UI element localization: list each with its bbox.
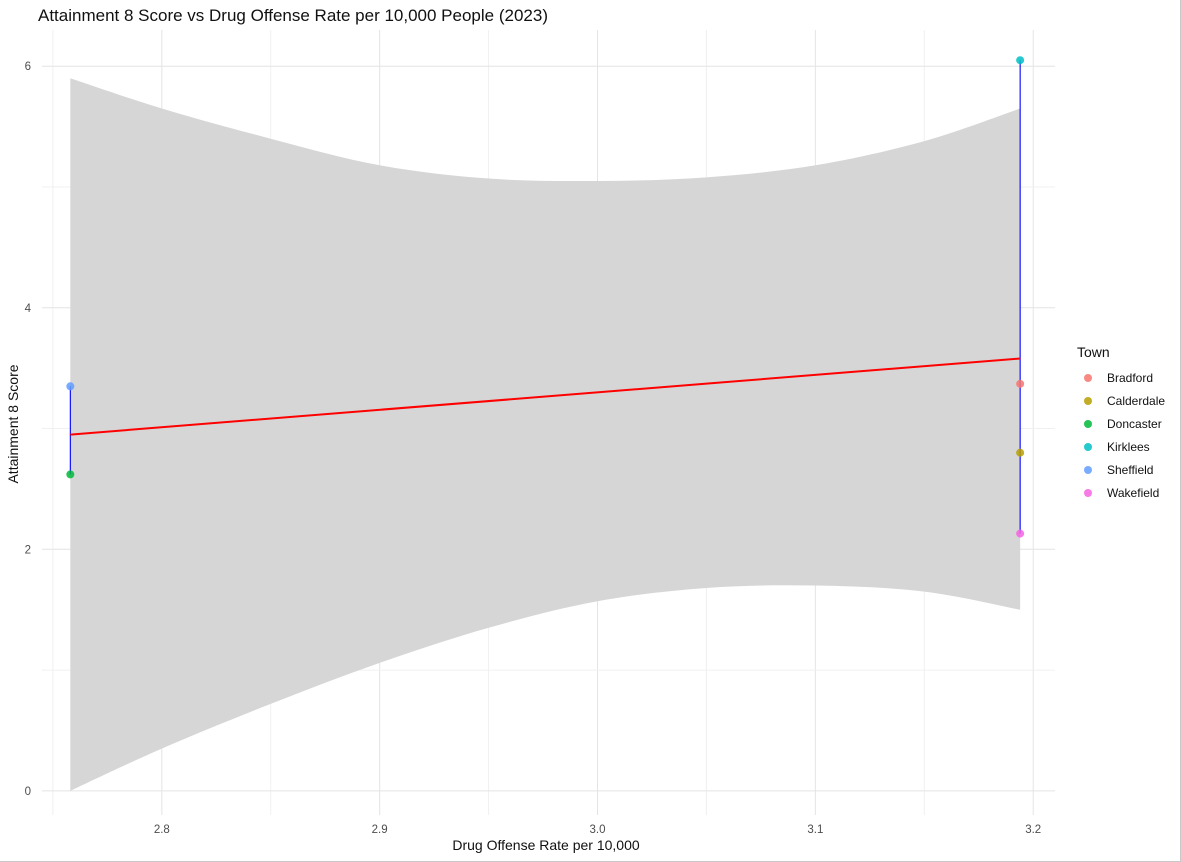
x-tick-label: 3.2 <box>1025 824 1041 836</box>
x-tick-label: 2.9 <box>372 824 388 836</box>
confidence-band <box>70 78 1021 791</box>
x-axis-ticks: 2.8 2.9 3.0 3.1 3.2 <box>154 824 1041 836</box>
legend-key-calderdale <box>1084 397 1092 405</box>
data-points <box>66 56 1025 538</box>
legend-key-sheffield <box>1084 466 1092 474</box>
legend-key-doncaster <box>1084 420 1092 428</box>
data-point-wakefield <box>1016 529 1025 538</box>
legend-items: Bradford Calderdale Doncaster Kirklees Sheff… <box>1084 371 1165 500</box>
legend-label-bradford: Bradford <box>1107 371 1153 385</box>
y-axis-ticks: 0 2 4 6 <box>25 61 32 798</box>
x-tick-label: 3.1 <box>807 824 823 836</box>
x-tick-label: 3.0 <box>590 824 606 836</box>
y-tick-label: 0 <box>25 786 31 798</box>
confidence-band-area <box>70 78 1021 791</box>
legend-key-kirklees <box>1084 443 1092 451</box>
y-tick-label: 4 <box>25 303 32 315</box>
legend-label-sheffield: Sheffield <box>1107 463 1153 477</box>
y-axis-label: Attainment 8 Score <box>5 364 21 483</box>
legend-key-bradford <box>1084 374 1092 382</box>
legend-label-calderdale: Calderdale <box>1107 394 1165 408</box>
legend-title: Town <box>1077 344 1110 360</box>
legend: Town Bradford Calderdale Doncaster Kirklees… <box>1077 344 1165 500</box>
y-tick-label: 2 <box>25 544 31 556</box>
y-tick-label: 6 <box>25 61 31 73</box>
data-point-sheffield <box>66 382 75 391</box>
x-tick-label: 2.8 <box>154 824 170 836</box>
chart-title: Attainment 8 Score vs Drug Offense Rate … <box>38 6 548 25</box>
legend-label-kirklees: Kirklees <box>1107 440 1150 454</box>
data-point-bradford <box>1016 379 1025 388</box>
data-point-kirklees <box>1016 56 1025 65</box>
legend-label-wakefield: Wakefield <box>1107 486 1159 500</box>
legend-key-wakefield <box>1084 489 1092 497</box>
data-point-doncaster <box>66 470 75 479</box>
regression-line-group <box>70 357 1021 436</box>
regression-line <box>70 357 1021 436</box>
legend-label-doncaster: Doncaster <box>1107 417 1162 431</box>
x-axis-label: Drug Offense Rate per 10,000 <box>452 837 640 853</box>
data-point-calderdale <box>1016 448 1025 457</box>
